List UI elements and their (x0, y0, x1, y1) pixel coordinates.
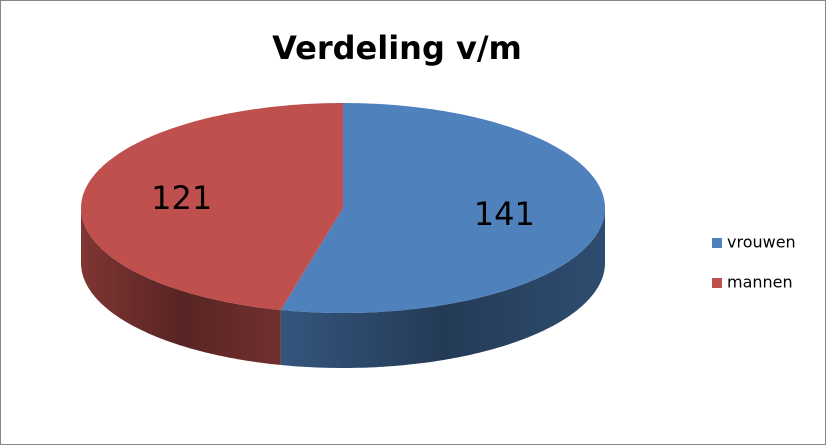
data-label: 141 (474, 195, 535, 233)
legend-label: vrouwen (727, 233, 796, 252)
legend-label: mannen (727, 273, 793, 292)
legend-swatch (712, 278, 722, 288)
chart-title: Verdeling v/m (272, 29, 522, 67)
pie-slice (280, 103, 605, 313)
legend-swatch (712, 238, 722, 248)
data-label: 121 (151, 179, 212, 217)
pie-side-shade (81, 208, 281, 365)
pie-slice (81, 103, 343, 310)
pie-side-shade (280, 208, 605, 368)
